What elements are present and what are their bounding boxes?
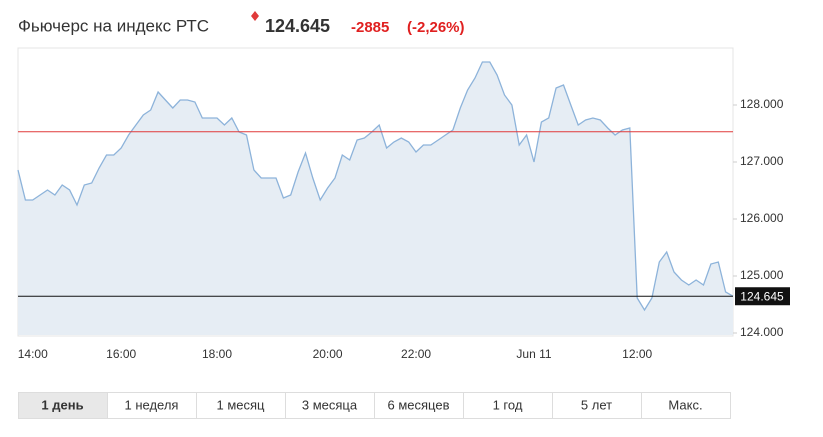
x-tick-label: 18:00 [202,347,232,361]
current-label: 124.645 [740,289,784,303]
range-button-label[interactable]: 1 неделя [125,397,179,412]
price: 124.645 [265,16,330,36]
x-tick-label: 12:00 [622,347,652,361]
y-tick-label: 124.000 [740,325,784,339]
change: -2885 [351,19,389,36]
range-button[interactable] [18,392,108,419]
y-tick-label: 125.000 [740,268,784,282]
range-button-label[interactable]: 5 лет [581,397,612,412]
title: Фьючерс на индекс РТС [18,16,209,35]
x-tick-label: 16:00 [106,347,136,361]
x-tick-label: 14:00 [18,347,48,361]
y-tick-label: 126.000 [740,211,784,225]
y-tick-label: 128.000 [740,97,784,111]
current-badge [735,287,790,306]
range-button-label[interactable]: 1 месяц [217,397,266,412]
x-tick-label: Jun 11 [516,347,551,361]
range-button-label[interactable]: 1 год [493,397,523,412]
range-button[interactable] [463,392,553,419]
range-button-label[interactable]: Макс. [668,397,702,412]
area [18,62,733,335]
down-icon [251,11,259,21]
line [17,61,734,312]
y-tick-label: 127.000 [740,154,784,168]
range-button[interactable] [552,392,642,419]
change-percent: (-2,26%) [407,19,465,36]
range-button[interactable] [641,392,731,419]
range-button-label[interactable]: 3 месяца [302,397,358,412]
x-tick-label: 20:00 [313,347,343,361]
x-tick-label: 22:00 [401,347,431,361]
range-button[interactable] [196,392,286,419]
range-button-label[interactable]: 6 месяцев [388,397,450,412]
range-button-label[interactable]: 1 день [41,397,83,412]
